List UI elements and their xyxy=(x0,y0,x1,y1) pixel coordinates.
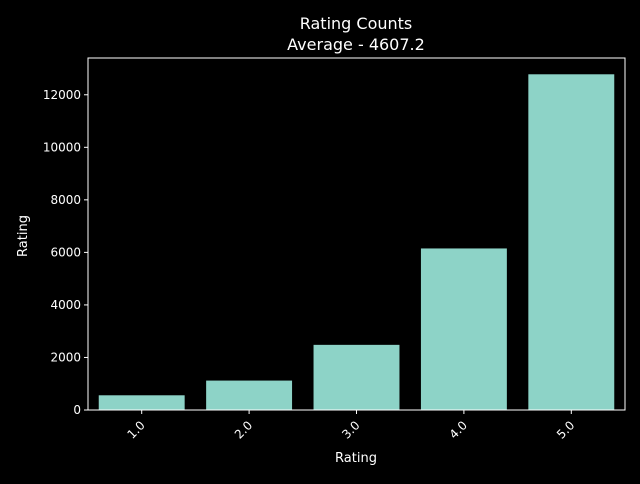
bar-2.0 xyxy=(206,380,293,410)
y-tick-label: 12000 xyxy=(43,88,81,102)
y-tick-label: 4000 xyxy=(50,298,81,312)
bars-layer xyxy=(98,74,615,410)
bar-5.0 xyxy=(528,74,615,410)
bar-3.0 xyxy=(313,344,400,410)
y-tick-label: 6000 xyxy=(50,245,81,259)
bar-4.0 xyxy=(420,248,507,410)
y-tick-label: 8000 xyxy=(50,193,81,207)
bar-1.0 xyxy=(98,395,185,410)
y-tick-label: 2000 xyxy=(50,350,81,364)
y-tick-label: 0 xyxy=(73,403,81,417)
x-axis-label: Rating xyxy=(335,451,377,466)
y-axis-label: Rating xyxy=(16,215,31,257)
y-tick-label: 10000 xyxy=(43,140,81,154)
chart-title: Rating Counts xyxy=(300,14,413,33)
chart-subtitle: Average - 4607.2 xyxy=(287,35,425,54)
plot-frame xyxy=(87,57,626,411)
